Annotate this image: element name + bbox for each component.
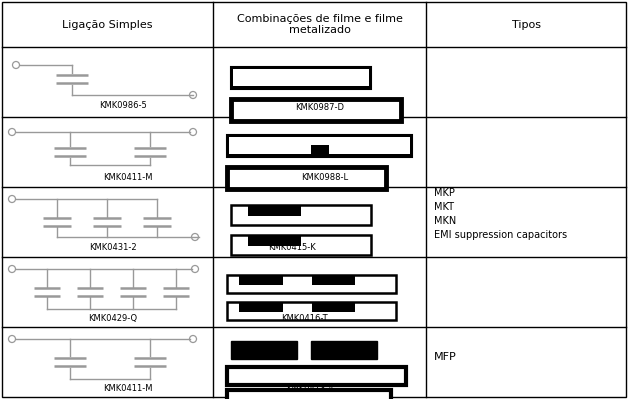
- Bar: [229, 137, 410, 154]
- Text: KMK0413-4: KMK0413-4: [286, 384, 333, 393]
- Text: MKP
MKT
MKN
EMI suppression capacitors: MKP MKT MKN EMI suppression capacitors: [434, 188, 567, 240]
- Text: MFP: MFP: [434, 352, 457, 362]
- Text: KMK0411-M: KMK0411-M: [103, 384, 152, 393]
- Bar: [227, 302, 396, 320]
- Text: KMK0431-2: KMK0431-2: [89, 243, 136, 252]
- Text: KMK0988-L: KMK0988-L: [301, 173, 348, 182]
- Bar: [231, 205, 371, 225]
- Bar: [311, 302, 355, 312]
- Bar: [231, 67, 371, 89]
- Text: Tipos: Tipos: [511, 20, 541, 30]
- Text: KMK0987-D: KMK0987-D: [295, 103, 344, 112]
- Text: Combinações de filme e filme
metalizado: Combinações de filme e filme metalizado: [237, 14, 403, 35]
- Bar: [227, 390, 391, 399]
- Bar: [311, 341, 377, 359]
- Bar: [231, 99, 401, 121]
- Bar: [227, 367, 406, 385]
- Bar: [233, 69, 369, 86]
- Text: KMK0429-Q: KMK0429-Q: [88, 314, 137, 323]
- Bar: [248, 205, 301, 216]
- Bar: [227, 275, 396, 293]
- Bar: [248, 235, 301, 246]
- Text: KMK0411-M: KMK0411-M: [103, 173, 152, 182]
- Bar: [227, 135, 412, 157]
- Text: Ligação Simples: Ligação Simples: [62, 20, 153, 30]
- Text: KMK0416-T: KMK0416-T: [281, 314, 328, 323]
- Bar: [310, 145, 328, 154]
- Text: KMK0986-5: KMK0986-5: [99, 101, 146, 110]
- Bar: [239, 276, 283, 285]
- Bar: [227, 167, 386, 189]
- Text: KMK0415-K: KMK0415-K: [268, 243, 316, 252]
- Bar: [231, 235, 371, 255]
- Bar: [230, 341, 297, 359]
- Bar: [239, 302, 283, 312]
- Bar: [311, 276, 355, 285]
